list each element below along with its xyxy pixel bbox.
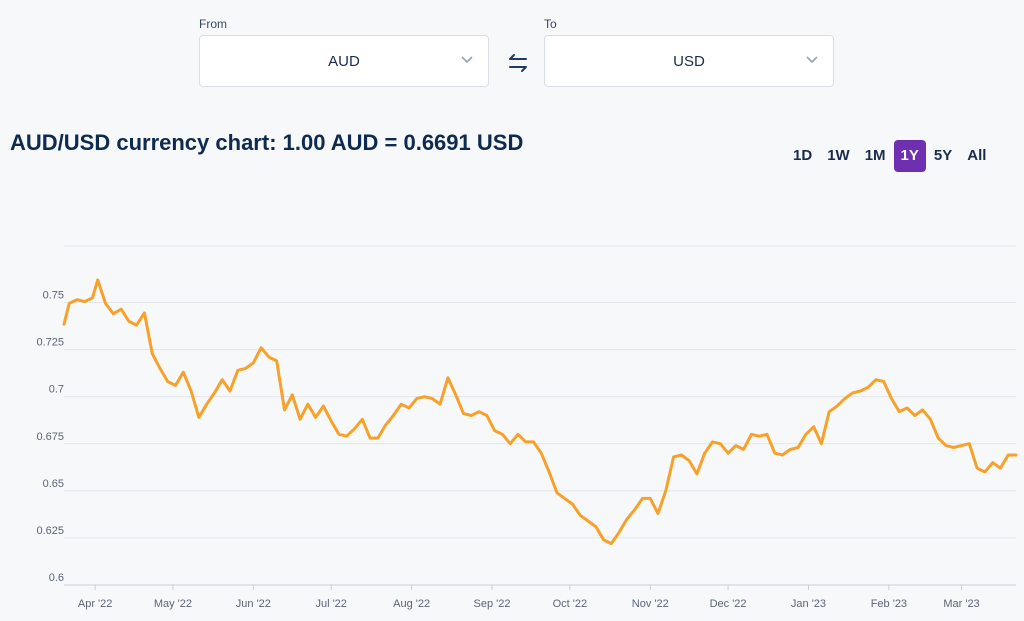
from-currency-value: AUD	[328, 52, 360, 70]
x-tick-label: Nov '22	[632, 598, 669, 610]
range-5y-button[interactable]: 5Y	[933, 147, 953, 164]
x-tick-label: May '22	[154, 598, 192, 610]
range-all-button[interactable]: All	[967, 147, 987, 164]
to-currency-select[interactable]: USD	[544, 35, 834, 87]
chart-title: AUD/USD currency chart: 1.00 AUD = 0.669…	[10, 130, 524, 155]
y-tick-label: 0.6	[49, 572, 64, 584]
from-label: From	[199, 17, 227, 31]
y-tick-label: 0.625	[36, 525, 64, 537]
range-1y-button[interactable]: 1Y	[893, 140, 926, 172]
chevron-down-icon	[806, 56, 818, 64]
x-tick-label: Feb '23	[871, 598, 907, 610]
x-tick-label: Jan '23	[791, 598, 826, 610]
currency-line-chart: 0.6 0.625 0.65 0.675 0.7 0.725 0.75 Apr '22 May…	[36, 245, 1018, 610]
from-currency-select[interactable]: AUD	[199, 35, 489, 87]
swap-currencies-button[interactable]	[503, 48, 533, 78]
range-1m-button[interactable]: 1M	[864, 147, 886, 164]
x-axis-ticks: Apr '22 May '22 Jun '22 Jul '22 Aug '22 Sep '…	[78, 585, 980, 610]
y-tick-label: 0.65	[43, 478, 64, 490]
x-tick-label: Dec '22	[710, 598, 747, 610]
to-currency-value: USD	[673, 52, 705, 70]
series-line	[62, 278, 1018, 546]
x-tick-label: Sep '22	[474, 598, 511, 610]
chevron-down-icon	[461, 56, 473, 64]
x-tick-label: Oct '22	[553, 598, 588, 610]
x-tick-label: Aug '22	[393, 598, 430, 610]
time-range-selector: 1D 1W 1M 1Y 5Y All	[786, 140, 994, 172]
x-tick-label: Apr '22	[78, 598, 113, 610]
x-tick-label: Jun '22	[236, 598, 271, 610]
to-label: To	[544, 17, 557, 31]
grid-lines	[64, 245, 1016, 586]
range-1w-button[interactable]: 1W	[827, 147, 850, 164]
swap-arrows-icon	[509, 54, 527, 72]
x-tick-label: Mar '23	[943, 598, 979, 610]
y-tick-label: 0.7	[49, 384, 64, 396]
range-1d-button[interactable]: 1D	[793, 147, 813, 164]
x-tick-label: Jul '22	[315, 598, 346, 610]
y-tick-label: 0.725	[36, 337, 64, 349]
y-axis-ticks: 0.6 0.625 0.65 0.675 0.7 0.725 0.75	[36, 290, 64, 585]
y-tick-label: 0.75	[43, 290, 64, 302]
y-tick-label: 0.675	[36, 431, 64, 443]
